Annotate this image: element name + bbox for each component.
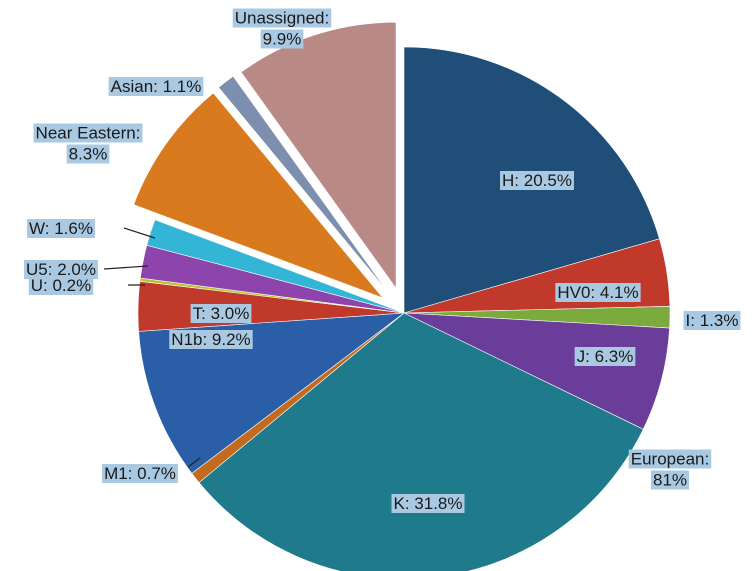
label-unassigned-text: Unassigned: (235, 9, 330, 28)
leader-u5 (103, 265, 149, 270)
label-h-text: H: 20.5% (502, 171, 572, 190)
slice-labels: H: 20.5% HV0: 4.1% I: 1.3% J: 6.3% K: 31.8% M… (24, 8, 741, 513)
leader-m1 (187, 457, 201, 468)
leader-lines (103, 227, 201, 468)
label-k: K: 31.8% (391, 494, 465, 513)
label-m1: M1: 0.7% (102, 464, 178, 483)
group-label-european-text: 81% (653, 471, 687, 490)
label-u: U: 0.2% (28, 276, 94, 295)
label-unassigned-text: 9.9% (263, 30, 302, 49)
slice-n1b (138, 312, 405, 474)
slice-k (198, 312, 644, 571)
label-w-text: W: 1.6% (29, 219, 93, 238)
label-u5-background (24, 260, 98, 279)
label-hv0: HV0: 4.1% (555, 283, 641, 302)
group-label-european-background (628, 449, 712, 469)
label-asian-text: Asian: 1.1% (111, 77, 202, 96)
label-n1b-text: N1b: 9.2% (171, 330, 250, 349)
pie-slices (133, 21, 671, 571)
label-asian-background (108, 77, 204, 96)
label-u-background (28, 276, 94, 295)
label-hv0-background (555, 283, 641, 302)
label-k-background (391, 494, 465, 513)
label-near-eastern-background (33, 123, 143, 143)
label-hv0-text: HV0: 4.1% (557, 283, 638, 302)
label-w-background (27, 219, 95, 238)
label-j: J: 6.3% (574, 347, 636, 366)
label-w: W: 1.6% (27, 219, 95, 238)
label-t: T: 3.0% (190, 304, 252, 323)
label-n1b-background (169, 330, 253, 349)
label-i-background (683, 311, 741, 330)
label-m1-text: M1: 0.7% (104, 464, 176, 483)
label-unassigned: Unassigned: 9.9% (232, 8, 332, 49)
leader-w (123, 227, 156, 239)
label-n1b: N1b: 9.2% (169, 330, 253, 349)
label-u-text: U: 0.2% (31, 276, 91, 295)
label-asian: Asian: 1.1% (108, 77, 204, 96)
label-near-eastern-text: Near Eastern: (36, 124, 141, 143)
label-unassigned-background (232, 8, 332, 28)
slice-w (146, 219, 405, 314)
label-h-background (500, 171, 574, 190)
label-near-eastern-text: 8.3% (69, 145, 108, 164)
label-i-text: I: 1.3% (686, 311, 739, 330)
label-near-eastern-background (66, 144, 110, 164)
label-h: H: 20.5% (500, 171, 574, 190)
slice-unassigned (240, 21, 397, 290)
group-label-european-background (650, 470, 690, 490)
group-label-european-text: European: (631, 450, 709, 469)
slice-asian (218, 75, 389, 293)
label-u5-text: U5: 2.0% (26, 260, 96, 279)
label-i: I: 1.3% (683, 311, 741, 330)
label-m1-background (102, 464, 178, 483)
label-k-text: K: 31.8% (394, 494, 463, 513)
label-near-eastern: Near Eastern: 8.3% (33, 123, 143, 164)
label-t-text: T: 3.0% (193, 304, 250, 323)
group-label-european: European: 81% (628, 449, 712, 490)
label-unassigned-background (260, 29, 304, 49)
label-j-background (574, 347, 636, 366)
slice-near-eastern (133, 92, 384, 299)
label-u5: U5: 2.0% (24, 260, 98, 279)
label-j-text: J: 6.3% (577, 347, 634, 366)
label-t-background (190, 304, 252, 323)
